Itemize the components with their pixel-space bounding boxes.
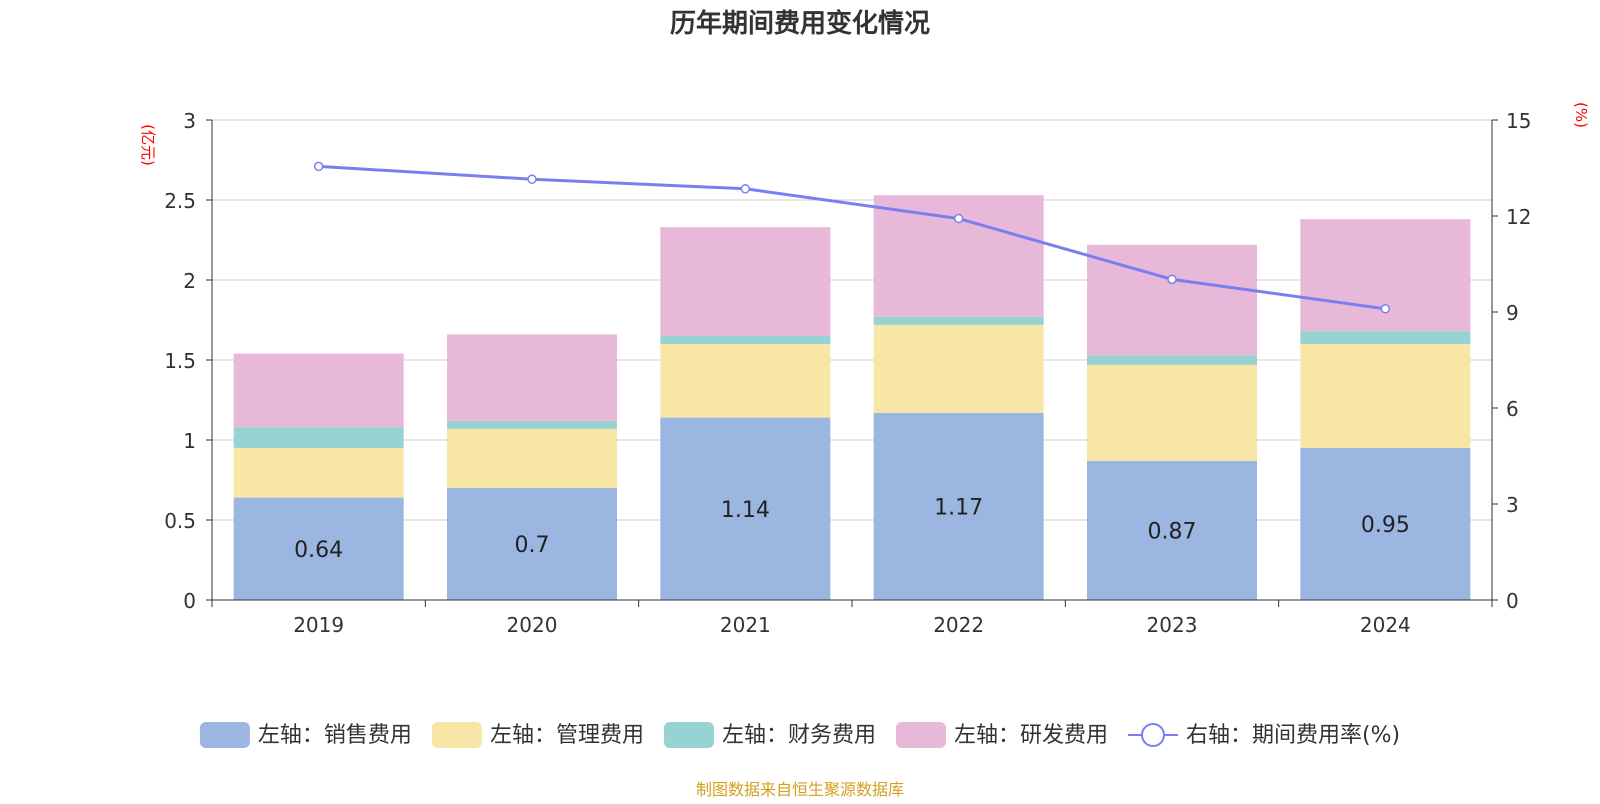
bar-segment-2 <box>447 428 617 488</box>
bar-segment-3 <box>1087 355 1257 365</box>
left-axis-tick-label: 1 <box>183 429 196 453</box>
legend-swatch <box>431 722 482 748</box>
left-axis-tick-label: 2 <box>183 269 196 293</box>
legend-label: 右轴：期间费用率(%) <box>1186 723 1400 748</box>
left-axis-tick-label: 2.5 <box>164 189 196 213</box>
rate-line <box>313 161 1391 314</box>
bar-segment-4 <box>233 353 404 428</box>
bar-segment-1 <box>447 488 617 600</box>
rate-line-point <box>1167 274 1177 285</box>
bars: 0.64 0.7 1.14 1.17 0.87 0.95 <box>233 195 1471 600</box>
bar-value-label: 1.14 <box>721 498 770 523</box>
source-note: 制图数据来自恒生聚源数据库 <box>696 780 904 799</box>
left-axis-unit: (亿元) <box>139 124 157 166</box>
rate-line-point <box>527 174 537 184</box>
legend-swatch <box>199 722 250 748</box>
x-axis-tick-label: 2022 <box>933 613 984 637</box>
bar-segment-3 <box>660 336 831 344</box>
left-axis-tick-label: 0 <box>183 589 196 613</box>
right-axis-unit: (%) <box>1572 102 1590 128</box>
bar-value-label: 0.95 <box>1361 513 1410 538</box>
bar-segment-2 <box>660 344 831 418</box>
legend-circle-marker <box>1140 723 1165 747</box>
legend-label: 左轴：研发费用 <box>954 723 1108 748</box>
right-axis-tick-label: 15 <box>1506 109 1531 133</box>
left-axis-tick-label: 0.5 <box>164 509 196 533</box>
left-axis-tick-label: 1.5 <box>164 349 196 373</box>
rate-line-point <box>1380 304 1391 314</box>
bar-segment-1 <box>1300 448 1471 600</box>
x-axis-tick-label: 2020 <box>507 613 558 637</box>
bar-segment-3 <box>1300 331 1471 344</box>
legend-label: 左轴：管理费用 <box>490 723 644 748</box>
left-axis-tick-label: 3 <box>183 109 196 133</box>
rate-line-point <box>313 161 324 172</box>
right-axis-tick-label: 9 <box>1506 301 1519 325</box>
bar-segment-2 <box>1087 364 1257 461</box>
x-axis-tick-label: 2019 <box>293 613 344 637</box>
gridlines <box>212 119 1492 521</box>
bar-segment-2 <box>873 324 1044 413</box>
bar-segment-2 <box>1300 344 1471 448</box>
bar-value-label: 0.64 <box>294 538 343 563</box>
bar-segment-1 <box>660 417 831 600</box>
x-axis-tick-label: 2021 <box>720 613 771 637</box>
bar-segment-4 <box>1300 219 1471 332</box>
bar-segment-3 <box>447 420 617 429</box>
bar-segment-4 <box>873 195 1044 317</box>
right-axis-tick-label: 0 <box>1506 589 1519 613</box>
bar-value-label: 0.87 <box>1148 519 1197 544</box>
legend-label: 左轴：销售费用 <box>258 723 412 748</box>
x-axis-tick-label: 2024 <box>1360 613 1411 637</box>
rate-line-path <box>318 164 1386 311</box>
bar-segment-1 <box>1087 460 1257 600</box>
legend-label: 左轴：财务费用 <box>722 723 876 748</box>
bar-segment-3 <box>233 427 404 448</box>
axes: 0 0.5 1 1.5 2 2.5 3 0 3 6 9 12 15 2019 2020 2021 2022 202… <box>164 109 1531 637</box>
bar-segment-1 <box>873 412 1044 600</box>
bar-segment-4 <box>447 334 617 421</box>
legend: 左轴：销售费用 左轴：管理费用 左轴：财务费用 左轴：研发费用 右轴：期间费用率(%) <box>199 722 1400 748</box>
x-axis-tick-label: 2023 <box>1147 613 1198 637</box>
legend-swatch <box>663 722 714 748</box>
legend-swatch <box>895 722 946 748</box>
right-axis-tick-label: 12 <box>1506 205 1531 229</box>
bar-segment-3 <box>873 316 1044 325</box>
right-axis-tick-label: 6 <box>1506 397 1519 421</box>
chart-title: 历年期间费用变化情况 <box>670 8 930 39</box>
rate-line-point <box>740 184 751 194</box>
bar-segment-1 <box>233 497 404 600</box>
bar-segment-4 <box>660 227 831 336</box>
bar-value-label: 0.7 <box>515 533 550 558</box>
right-axis-tick-label: 3 <box>1506 493 1519 517</box>
bar-segment-2 <box>233 448 404 498</box>
rate-line-point <box>953 213 964 224</box>
bar-value-label: 1.17 <box>934 495 983 520</box>
